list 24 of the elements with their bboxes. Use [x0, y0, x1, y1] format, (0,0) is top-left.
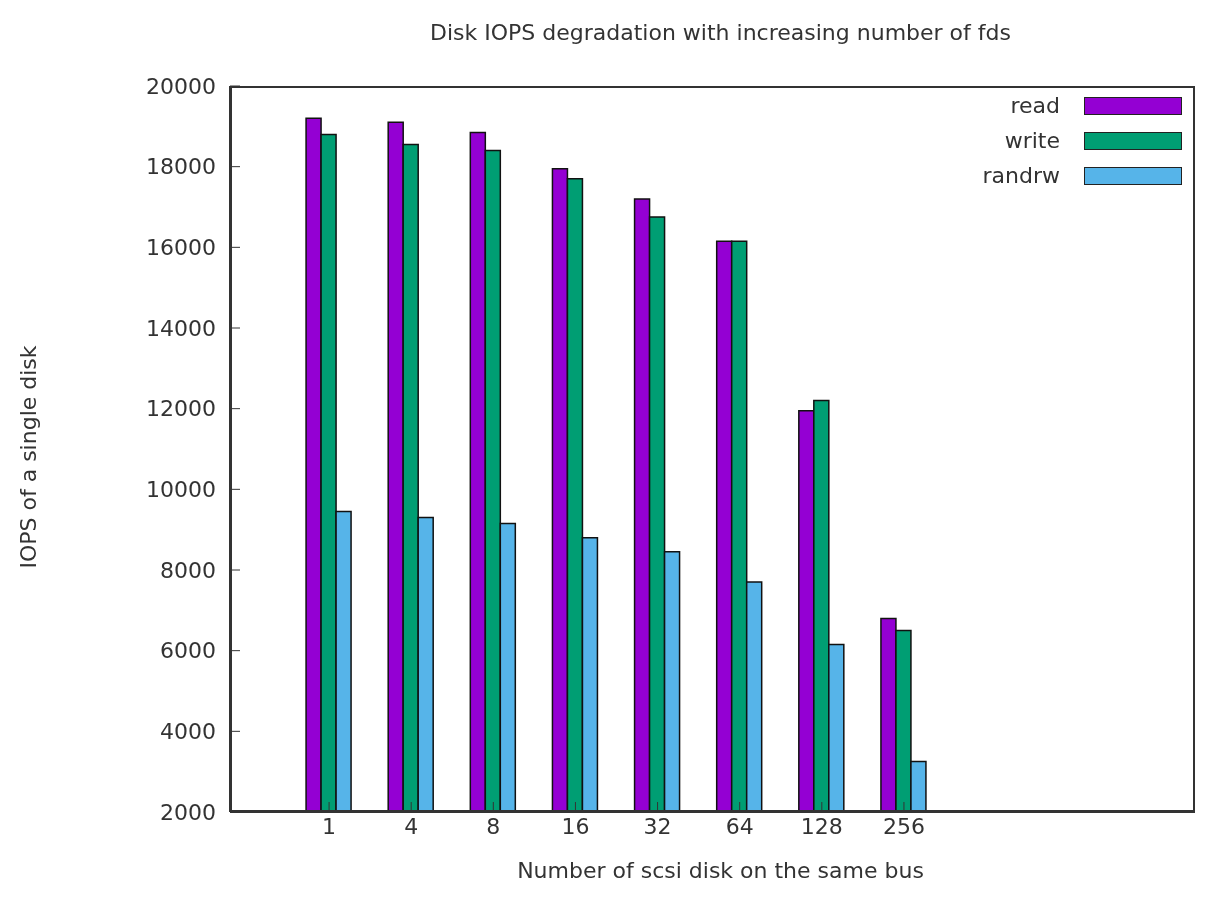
chart-title: Disk IOPS degradation with increasing number of fds — [429, 20, 1012, 45]
y-axis-title: IOPS of a single disk — [15, 345, 41, 569]
y-tick-label: 16000 — [146, 235, 216, 261]
legend-label: read — [1010, 93, 1060, 118]
x-tick-label: 4 — [404, 813, 419, 839]
x-tick-label: 128 — [800, 813, 843, 839]
y-tick-label: 12000 — [146, 396, 216, 422]
y-tick-label: 14000 — [146, 315, 216, 341]
legend-label: randrw — [982, 163, 1060, 188]
x-axis-title: Number of scsi disk on the same bus — [516, 858, 925, 883]
y-tick-label: 20000 — [146, 73, 216, 99]
x-tick-label: 16 — [561, 813, 590, 839]
legend-label: write — [1004, 128, 1060, 153]
y-tick-label: 4000 — [160, 719, 216, 745]
y-tick-label: 18000 — [146, 154, 216, 180]
x-tick-label: 1 — [322, 813, 337, 839]
x-tick-label: 32 — [643, 813, 672, 839]
x-tick-label: 256 — [882, 813, 925, 839]
y-tick-label: 8000 — [160, 557, 216, 583]
x-tick-label: 64 — [725, 813, 754, 839]
y-tick-label: 10000 — [146, 477, 216, 503]
x-tick-label: 8 — [486, 813, 501, 839]
y-tick-label: 2000 — [160, 799, 216, 825]
y-tick-label: 6000 — [160, 638, 216, 664]
